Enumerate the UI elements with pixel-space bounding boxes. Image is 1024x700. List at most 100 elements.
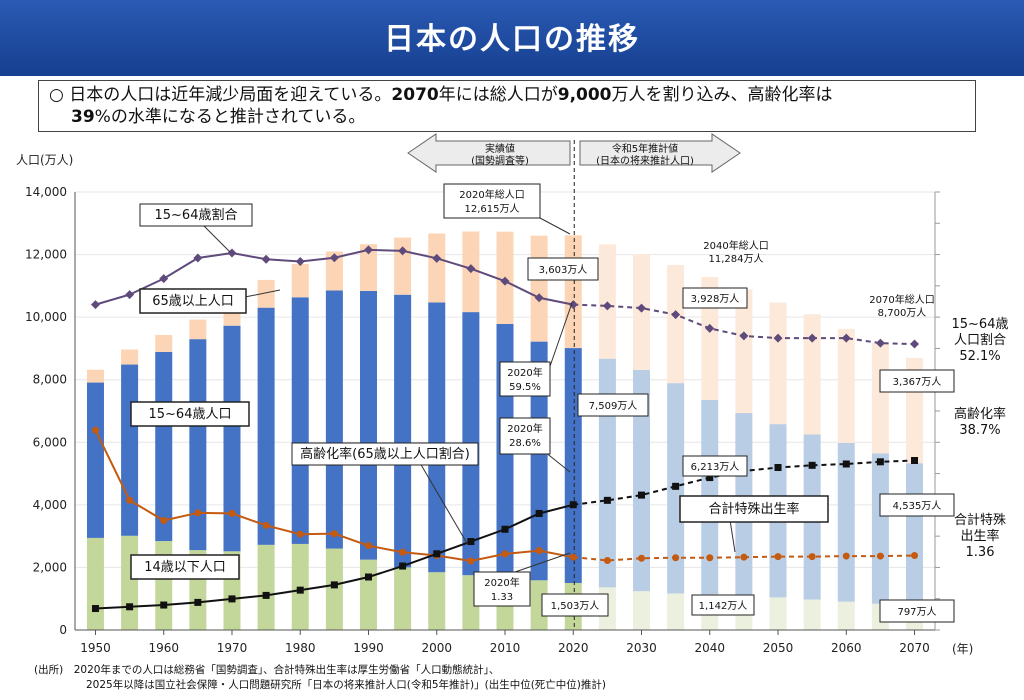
bar-segment [667,265,685,384]
bar-segment [530,235,548,342]
line-point [569,553,577,561]
period-projected-label-2: (日本の将来推計人口) [596,154,694,167]
svg-text:3,603万人: 3,603万人 [539,264,588,276]
callout-2070-age1564: 4,535万人 [879,493,955,517]
svg-text:797万人: 797万人 [897,606,936,618]
svg-text:1.33: 1.33 [491,592,513,603]
bar-segment [359,244,377,291]
summary-bullet: ○ [49,85,64,105]
line-point [876,552,884,560]
line-point [194,509,202,517]
line-point [637,303,647,313]
svg-text:1,503万人: 1,503万人 [551,600,600,612]
bar-segment [155,351,173,542]
period-arrow-actual: 実績値 (国勢調査等) [407,133,571,173]
callout-age65-label: 65歳以上人口 [152,294,234,309]
line-point [227,248,237,258]
bar-segment [257,307,275,545]
x-tick-label: 2040 [694,641,725,655]
y-tick-label: 6,000 [33,435,67,449]
svg-text:6,213万人: 6,213万人 [691,461,740,473]
page-title: 日本の人口の推移 [384,22,640,57]
bar-segment [769,302,787,425]
end-label-ratio: 15~64歳 人口割合 52.1% [952,317,1009,364]
series-line-projected [573,554,915,562]
svg-text:2020年: 2020年 [507,366,542,379]
svg-text:8,700万人: 8,700万人 [878,307,927,319]
svg-text:2040年総人口: 2040年総人口 [703,239,768,252]
x-tick-label: 1960 [148,641,179,655]
summary-line-1: ○ 日本の人口は近年減少局面を迎えている。2070年には総人口が9,000万人を… [49,85,833,105]
callout-2020-aging: 2020年 28.6% [499,417,571,473]
x-tick-label: 1950 [80,641,111,655]
summary-line-2: 39%の水準になると推計されている。 [71,107,366,127]
bar-segment [325,251,343,291]
line-point [433,550,441,558]
callout-2020-age1564: 7,509万人 [577,393,649,417]
bar-segment [325,290,343,549]
svg-text:52.1%: 52.1% [959,349,1000,364]
y-tick-label: 2,000 [33,560,67,574]
svg-text:合計特殊: 合計特殊 [954,512,1006,528]
y-tick-label: 12,000 [25,248,67,262]
y-axis-title: 人口(万人) [16,153,73,167]
bar-segment [86,369,104,383]
line-point [910,339,920,349]
line-point [296,586,304,594]
x-tick-label: 2050 [763,641,794,655]
svg-text:11,284万人: 11,284万人 [709,253,764,265]
line-point [399,548,407,556]
x-tick-label: 2020 [558,641,589,655]
svg-text:1,142万人: 1,142万人 [699,600,748,612]
svg-text:59.5%: 59.5% [509,382,541,393]
line-point [364,542,372,550]
callout-2040-age14: 1,142万人 [691,594,755,616]
bar-segment [803,599,821,630]
bar-segment [394,237,412,295]
bar-segment [189,339,207,551]
x-tick-label: 2010 [490,641,521,655]
bar-segment [86,537,104,630]
svg-text:38.7%: 38.7% [959,423,1000,438]
title-banner: 日本の人口の推移 [0,0,1024,76]
line-point [125,290,135,300]
bar-segment [121,364,139,536]
line-point [535,547,543,555]
line-point [228,595,236,603]
footnote: (出所) 2020年までの人口は総務省「国勢調査」、合計特殊出生率は厚生労働省「… [34,663,606,693]
line-point [261,254,271,264]
bar-segment [291,297,309,544]
period-actual-label-2: (国勢調査等) [471,154,529,167]
callout-age65: 65歳以上人口 [139,288,281,314]
callout-total-2070: 2070年総人口 8,700万人 [869,293,934,319]
callout-aging: 高齢化率(65歳以上人口割合) [291,442,479,546]
line-point [739,331,749,341]
svg-text:高齢化率: 高齢化率 [954,406,1006,422]
line-point [432,253,442,263]
callout-2020-tfr: 2020年 1.33 [473,552,571,607]
line-point [126,603,134,611]
line-point [706,554,714,562]
line-point [911,552,919,560]
line-point [91,605,99,613]
line-point [500,276,510,286]
callout-2020-age14: 1,503万人 [541,593,609,617]
bar-segment [394,294,412,568]
line-point [501,525,509,533]
bar-segment [223,325,241,552]
line-point [91,426,99,434]
bar-segment [564,348,582,583]
axes: 0 2,000 4,000 6,000 8,000 10,000 12,000 14,000 1… [25,185,940,655]
callout-2040-age65: 3,928万人 [682,287,748,309]
svg-text:2020年: 2020年 [507,422,542,435]
bar-segment [837,601,855,630]
svg-text:28.6%: 28.6% [509,438,541,449]
line-point [364,573,372,581]
bar-segment [735,289,753,414]
line-point [706,474,714,482]
line-point [330,530,338,538]
bar-segment [189,319,207,340]
svg-text:3,367万人: 3,367万人 [893,376,942,388]
x-tick-label: 1990 [353,641,384,655]
